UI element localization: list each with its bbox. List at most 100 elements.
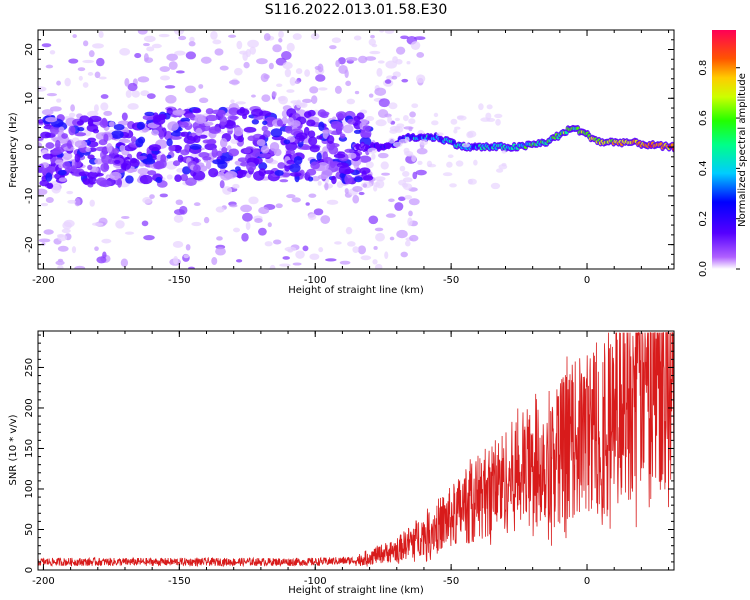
noise-blob (203, 216, 210, 224)
noise-blob (291, 197, 301, 203)
snr-y-ticks: 0 50 100 150 200 250 (24, 334, 674, 573)
noise-blob (241, 232, 249, 242)
noise-blob (88, 50, 95, 58)
noise-blob (166, 174, 173, 180)
band-blob (328, 143, 340, 148)
noise-blob (352, 186, 363, 193)
noise-blob (334, 85, 342, 94)
noise-blob (78, 75, 83, 81)
noise-blob (82, 82, 89, 88)
noise-blob (384, 79, 392, 84)
band-blob (276, 119, 283, 127)
noise-blob (400, 251, 408, 258)
band-blob (101, 154, 112, 165)
noise-blob (490, 182, 501, 190)
band-blob (258, 162, 268, 171)
band-blob (211, 147, 218, 158)
band-blob (195, 127, 203, 137)
noise-blob (175, 199, 183, 206)
band-blob (336, 162, 349, 168)
noise-blob (325, 258, 337, 262)
band-blob (212, 159, 225, 165)
noise-blob (284, 68, 292, 78)
noise-blob (374, 176, 386, 182)
band-blob (283, 139, 291, 145)
noise-blob (394, 117, 401, 122)
noise-blob (74, 198, 81, 207)
band-blob (155, 176, 163, 184)
noise-blob (198, 84, 204, 89)
noise-blob (396, 229, 408, 239)
band-blob (362, 125, 372, 131)
band-blob (68, 125, 76, 136)
noise-blob (239, 50, 248, 55)
noise-blob (247, 39, 259, 48)
x-tick-label: -100 (304, 275, 327, 286)
noise-blob (374, 87, 387, 96)
band-blob (258, 168, 267, 177)
y-tick-label: 0 (24, 567, 35, 573)
band-blob (270, 128, 283, 138)
noise-blob (416, 52, 425, 58)
noise-blob (408, 118, 416, 125)
noise-blob (276, 83, 283, 88)
band-blob (339, 133, 346, 139)
noise-blob (267, 222, 272, 228)
noise-blob (480, 117, 491, 122)
band-blob (193, 164, 201, 173)
noise-blob (229, 204, 238, 208)
band-blob (109, 171, 122, 181)
noise-blob (454, 126, 461, 130)
noise-blob (385, 60, 398, 69)
noise-blob (175, 70, 185, 74)
noise-blob (158, 33, 170, 38)
band-blob (321, 169, 333, 178)
noise-blob (98, 76, 107, 80)
x-tick-label: -150 (168, 275, 191, 286)
noise-blob (146, 46, 155, 52)
noise-blob (346, 98, 356, 105)
snr-y-label: SNR (10 * v/v) (8, 414, 19, 485)
noise-blob (235, 259, 243, 263)
noise-blob (183, 254, 190, 259)
noise-blob (394, 126, 404, 133)
noise-blob (427, 163, 437, 168)
noise-blob (369, 50, 381, 55)
band-blob (306, 119, 316, 127)
band-blob (239, 170, 248, 175)
x-tick-label: 0 (584, 576, 590, 587)
noise-blob (305, 202, 310, 206)
noise-blob (137, 76, 150, 83)
noise-blob (417, 160, 423, 165)
noise-blob (315, 74, 326, 82)
noise-blob (260, 73, 269, 83)
noise-blob (219, 180, 225, 189)
snr-frame (37, 330, 675, 571)
colorbar-tick-label: 0.0 (698, 261, 709, 277)
band-blob (166, 154, 172, 159)
noise-blob (398, 138, 409, 144)
noise-blob (450, 118, 458, 125)
band-blob (121, 112, 128, 121)
noise-blob (248, 196, 259, 205)
band-blob (88, 147, 97, 152)
band-blob (61, 133, 68, 139)
noise-blob (311, 95, 318, 104)
y-tick-label: 150 (24, 439, 35, 458)
noise-blob (398, 196, 406, 201)
band-blob (316, 135, 323, 140)
band-blob (103, 133, 109, 143)
spectrogram-y-label: Frequency (Hz) (8, 112, 19, 188)
x-tick-label: -200 (32, 576, 55, 587)
band-blob (168, 145, 176, 152)
band-blob (233, 127, 244, 137)
noise-blob (159, 193, 168, 198)
noise-blob (222, 186, 233, 195)
noise-blob (345, 226, 353, 235)
band-blob (38, 166, 47, 173)
noise-blob (57, 234, 68, 242)
noise-blob (46, 93, 58, 97)
band-blob (228, 148, 240, 157)
noise-blob (165, 94, 177, 104)
noise-blob (173, 209, 185, 216)
